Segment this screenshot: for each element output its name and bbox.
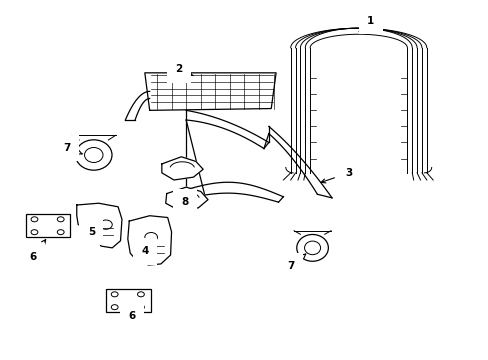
Text: 3: 3 — [321, 168, 352, 183]
Text: 6: 6 — [128, 310, 135, 321]
Text: 8: 8 — [181, 197, 188, 207]
Polygon shape — [162, 157, 203, 180]
Polygon shape — [165, 187, 207, 210]
Text: 1: 1 — [358, 16, 374, 32]
Text: 5: 5 — [87, 226, 96, 237]
Ellipse shape — [75, 140, 112, 170]
Bar — [106, 289, 150, 312]
Bar — [26, 214, 70, 237]
Text: 7: 7 — [286, 254, 305, 271]
Text: 4: 4 — [141, 244, 149, 256]
Text: 2: 2 — [175, 64, 193, 76]
Ellipse shape — [296, 234, 328, 261]
Text: 7: 7 — [63, 143, 82, 154]
Polygon shape — [77, 203, 122, 248]
Polygon shape — [127, 216, 171, 265]
Text: 6: 6 — [29, 240, 45, 262]
